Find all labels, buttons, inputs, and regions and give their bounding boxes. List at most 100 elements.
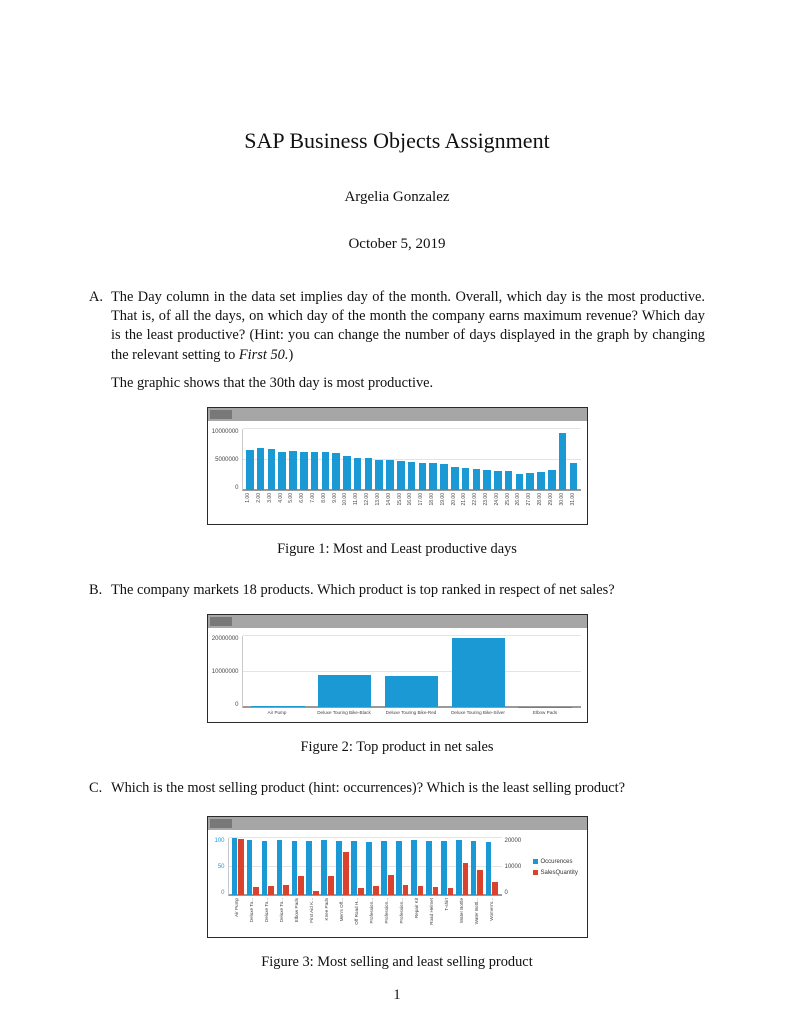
gridline	[242, 458, 581, 460]
occurences-bar	[396, 840, 402, 896]
question-c-body: Which is the most selling product (hint:…	[111, 779, 705, 798]
legend-item: Occurences	[532, 858, 581, 865]
question-a: A. The Day column in the data set implie…	[89, 288, 705, 393]
salesquantity-bar	[387, 875, 394, 896]
x-axis-label: Deluxe Touring Bike-Silver	[445, 710, 512, 719]
x-axis-label-text: 19.00	[439, 493, 446, 506]
x-axis-label-text: Profession...	[369, 898, 375, 924]
figure-1-caption: Figure 1: Most and Least productive days	[277, 541, 517, 558]
y-axis-tick-label: 0	[235, 702, 239, 709]
x-axis-label-text: Deluxe Touring Bike-Black	[317, 710, 371, 716]
x-axis-label-text: 14.00	[385, 493, 392, 506]
bar-group	[320, 838, 335, 896]
plot-column: 1.00 2.00 3.00 4.00 5.00 6.00 7.00 8.00 9.00 10.0…	[241, 428, 581, 521]
x-axis-label: 6.00	[298, 493, 309, 521]
salesquantity-bar	[492, 881, 499, 896]
x-axis-label: Air Pump	[244, 710, 311, 719]
occurences-bar	[291, 841, 298, 896]
bar-group	[546, 429, 557, 491]
secondary-y-axis-tick-label: 10000	[504, 864, 522, 871]
plot-area	[227, 837, 502, 897]
plot-column: Air Pump Deluxe Touring Bike-Black Deluxe …	[241, 635, 581, 719]
question-a-label: A.	[89, 289, 103, 305]
x-axis-label-text: Deluxe Touring Bike-Silver	[451, 710, 505, 716]
legend-label: Occurences	[540, 858, 573, 865]
occurences-bar	[246, 840, 253, 896]
figure-2: 20000000 10000000 0 Air Pump Deluxe Touring …	[206, 614, 588, 757]
x-axis-label: 29.00	[546, 493, 557, 521]
x-axis-label: First Aid K...	[305, 898, 320, 934]
bar-group	[298, 429, 309, 491]
x-axis-label-text: 25.00	[504, 493, 511, 506]
bar-group	[492, 429, 503, 491]
question-b: B. The company markets 18 products. Whic…	[89, 581, 705, 600]
bar-group	[445, 636, 512, 708]
x-axis-label: 8.00	[319, 493, 330, 521]
question-a-text-italic: First 50.	[238, 346, 289, 363]
x-axis-label-text: Elbow Pads	[532, 710, 558, 716]
x-axis-label: Deluxe Touring Bike-Red	[378, 710, 445, 719]
bar-group	[335, 838, 350, 896]
bar-group	[503, 429, 514, 491]
x-axis-label-text: 29.00	[547, 493, 554, 506]
x-axis-labels: 1.00 2.00 3.00 4.00 5.00 6.00 7.00 8.00 9.00 10.0…	[242, 491, 581, 521]
x-axis-label: Elbow Pads	[512, 710, 579, 719]
plot-area	[241, 428, 581, 492]
x-axis-label-text: Deluxe To...	[264, 898, 270, 923]
x-axis-label-text: Deluxe To...	[279, 898, 285, 923]
x-axis-label-text: 16.00	[407, 493, 414, 506]
salesquantity-bar	[447, 888, 454, 896]
x-axis-label-text: Profession...	[399, 898, 405, 924]
occurences-bar	[231, 838, 238, 896]
bar-group	[385, 429, 396, 491]
x-axis-label: 18.00	[427, 493, 438, 521]
figure-1: 10000000 5000000 0 1.00 2.00 3.00 4.00 5.00 6.00…	[206, 407, 588, 559]
gridline	[242, 635, 581, 637]
chart-header-bar	[207, 817, 587, 831]
value-bar	[246, 450, 254, 491]
value-bar	[483, 469, 491, 491]
x-axis-label-text: 12.00	[364, 493, 371, 506]
occurences-bar	[321, 840, 328, 896]
salesquantity-bar	[372, 885, 379, 896]
value-bar	[300, 451, 308, 491]
x-axis-label-text: Repair Kit	[414, 898, 420, 919]
value-bar	[289, 450, 297, 491]
y-axis-ticks: 100 50 0	[212, 838, 228, 896]
secondary-y-axis-tick-label: 0	[504, 890, 508, 897]
occurences-bar	[455, 840, 462, 896]
x-axis-label: 26.00	[514, 493, 525, 521]
x-axis-label-text: 11.00	[353, 493, 360, 506]
x-axis-label-text: Elbow Pads	[294, 898, 300, 923]
x-axis-label: 2.00	[254, 493, 265, 521]
x-axis-label: 14.00	[384, 493, 395, 521]
value-bar	[343, 456, 351, 491]
y-axis-tick-label: 0	[235, 485, 239, 492]
salesquantity-bar	[417, 886, 424, 896]
occurences-bar	[440, 840, 447, 896]
salesquantity-bar	[313, 891, 319, 896]
x-axis-label-text: 21.00	[461, 493, 468, 506]
value-bar	[504, 471, 513, 491]
x-axis-label-text: 13.00	[374, 493, 381, 506]
bar-group	[460, 429, 471, 491]
question-b-text: The company markets 18 products. Which p…	[111, 582, 615, 599]
figure-2-caption: Figure 2: Top product in net sales	[300, 739, 494, 756]
bar-group	[378, 636, 445, 708]
x-axis-label: 31.00	[568, 493, 579, 521]
x-axis-label-text: Water Bottl...	[474, 898, 480, 925]
salesquantity-bar	[462, 862, 469, 896]
question-a-body: The Day column in the data set implies d…	[111, 288, 705, 393]
bar-group	[482, 429, 493, 491]
x-axis-label: Off Road H...	[350, 898, 365, 934]
bar-group	[514, 429, 525, 491]
salesquantity-bar	[253, 886, 260, 896]
bar-group	[395, 838, 410, 896]
x-axis-label: 30.00	[557, 493, 568, 521]
x-axis-label: 5.00	[287, 493, 298, 521]
y-axis-tick-label: 20000000	[211, 636, 239, 643]
bar-group	[568, 429, 579, 491]
legend-swatch	[532, 859, 538, 865]
question-c-text: Which is the most selling product (hint:…	[111, 780, 626, 797]
y-axis-tick-label: 10000000	[211, 669, 239, 676]
